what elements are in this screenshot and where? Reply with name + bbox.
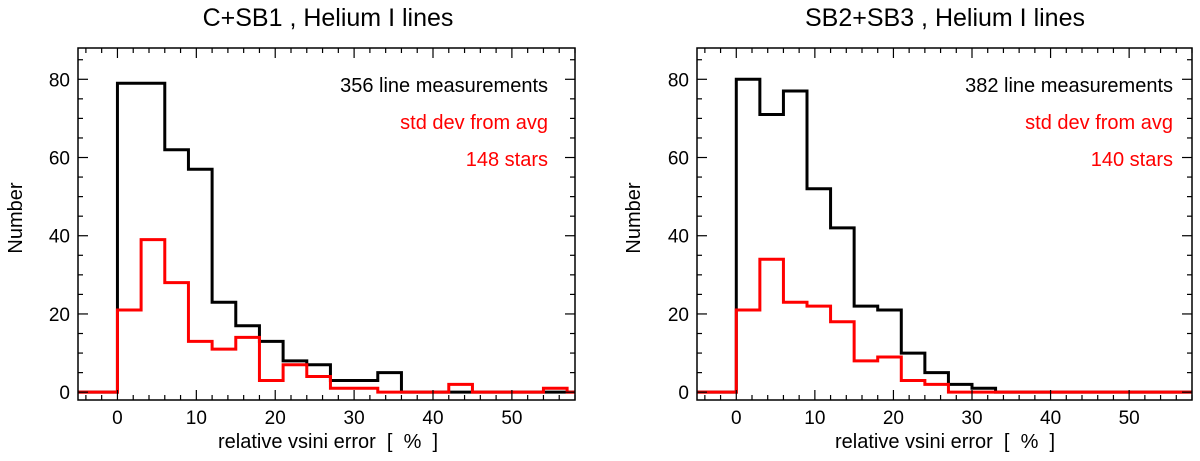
y-tick-label: 80 xyxy=(668,70,689,91)
x-tick-label: 20 xyxy=(883,408,904,429)
y-tick-label: 60 xyxy=(49,149,70,170)
histogram-line-measurements xyxy=(78,81,575,394)
annotation-std-dev: std dev from avg xyxy=(1025,112,1173,134)
panel-c-sb1: C+SB1 , Helium I lines relative vsini er… xyxy=(5,4,576,453)
x-tick-label: 30 xyxy=(344,408,365,429)
x-axis-label: relative vsini error [ % ] xyxy=(835,431,1055,453)
x-tick-label: 50 xyxy=(501,408,522,429)
panel-sb2-sb3: SB2+SB3 , Helium I lines relative vsini … xyxy=(623,4,1193,453)
histogram-std-dev xyxy=(697,257,1192,394)
y-tick-label: 80 xyxy=(49,70,70,91)
y-axis-label: Number xyxy=(623,182,645,253)
panel-title: C+SB1 , Helium I lines xyxy=(203,4,454,32)
annotation-std-dev: std dev from avg xyxy=(400,112,548,134)
x-tick-label: 30 xyxy=(961,408,982,429)
x-tick-label: 40 xyxy=(1040,408,1061,429)
histogram-std-dev xyxy=(78,238,575,394)
y-tick-label: 20 xyxy=(49,305,70,326)
plot-frame xyxy=(696,47,1193,401)
plot-frame xyxy=(77,47,576,401)
y-tick-label: 0 xyxy=(59,383,70,404)
x-tick-label: 0 xyxy=(112,408,123,429)
panel-title: SB2+SB3 , Helium I lines xyxy=(805,4,1085,32)
annotation-line-measurements: 356 line measurements xyxy=(340,75,548,97)
y-axis-label: Number xyxy=(5,182,27,253)
annotation-stars: 140 stars xyxy=(1091,149,1173,171)
x-tick-label: 50 xyxy=(1119,408,1140,429)
y-tick-label: 60 xyxy=(668,149,689,170)
annotation-line-measurements: 382 line measurements xyxy=(965,75,1173,97)
y-tick-label: 20 xyxy=(668,305,689,326)
y-tick-label: 40 xyxy=(668,227,689,248)
x-tick-label: 0 xyxy=(731,408,742,429)
x-tick-label: 40 xyxy=(422,408,443,429)
x-tick-label: 10 xyxy=(804,408,825,429)
annotation-stars: 148 stars xyxy=(466,149,548,171)
x-axis-label: relative vsini error [ % ] xyxy=(218,431,438,453)
y-tick-label: 0 xyxy=(678,383,689,404)
x-tick-label: 10 xyxy=(186,408,207,429)
x-tick-label: 20 xyxy=(265,408,286,429)
y-tick-label: 40 xyxy=(49,227,70,248)
